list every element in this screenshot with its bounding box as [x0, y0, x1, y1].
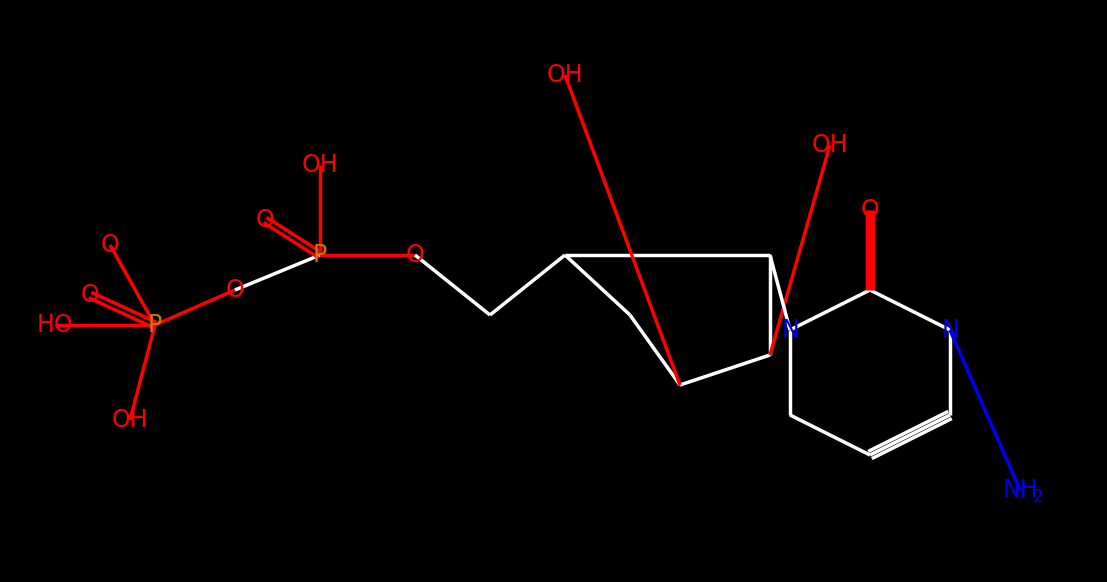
Text: N: N — [782, 318, 799, 342]
Text: P: P — [313, 243, 328, 267]
Text: O: O — [226, 278, 245, 302]
Text: HO: HO — [37, 313, 73, 337]
Text: OH: OH — [547, 63, 583, 87]
Text: O: O — [256, 208, 275, 232]
Text: NH: NH — [1002, 478, 1038, 502]
Text: 2: 2 — [1033, 488, 1043, 506]
Text: OH: OH — [811, 133, 848, 157]
Text: OH: OH — [302, 153, 339, 177]
Text: O: O — [101, 233, 120, 257]
Text: N: N — [941, 318, 959, 342]
Text: O: O — [405, 243, 424, 267]
Text: P: P — [148, 313, 162, 337]
Text: O: O — [860, 198, 879, 222]
Text: O: O — [81, 283, 100, 307]
Text: OH: OH — [112, 408, 148, 432]
